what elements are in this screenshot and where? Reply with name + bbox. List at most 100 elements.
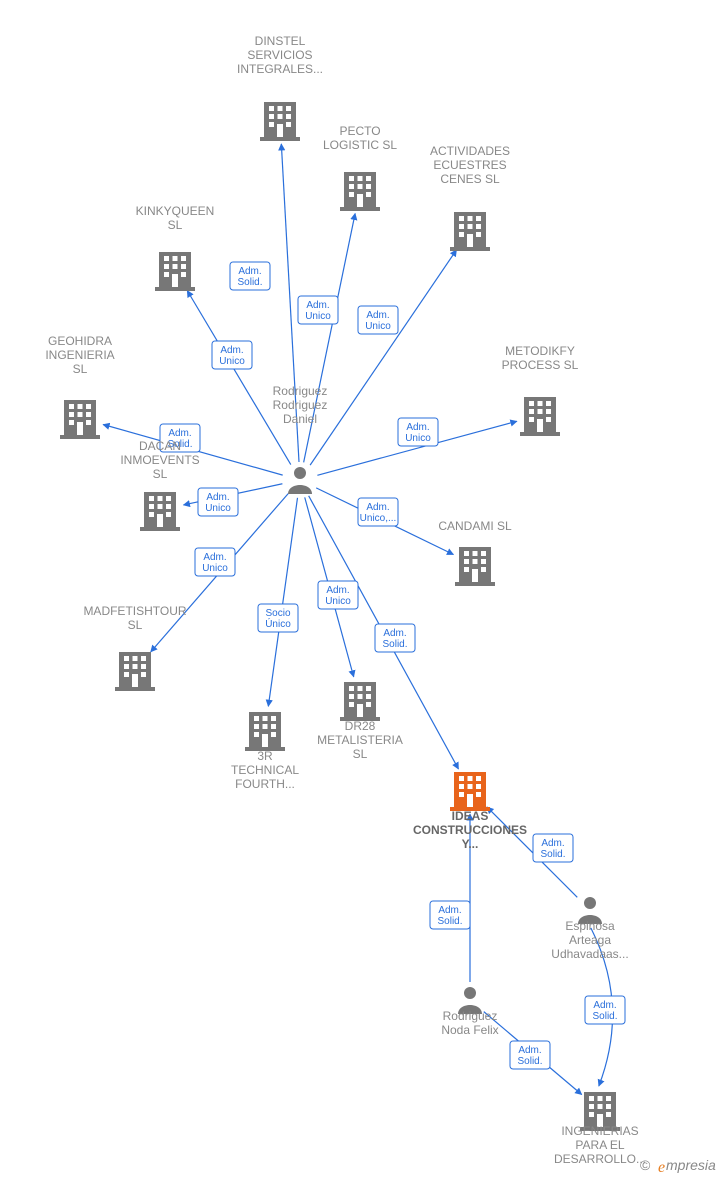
- node-ideas[interactable]: [450, 772, 490, 811]
- edge-label-felix-ingenierias: Adm.Solid.: [510, 1041, 550, 1069]
- node-label-dacan: DACAN: [139, 439, 181, 453]
- edge-label-text: Unico,...: [360, 513, 397, 524]
- node-dinstel[interactable]: [260, 102, 300, 141]
- node-label-kinky: KINKYQUEEN: [136, 204, 215, 218]
- node-kinky[interactable]: [155, 252, 195, 291]
- node-label-geohidra: SL: [73, 362, 88, 376]
- building-icon: [140, 492, 180, 531]
- node-label-felix: Rodriguez: [443, 1009, 498, 1023]
- building-icon: [340, 682, 380, 721]
- building-icon: [155, 252, 195, 291]
- node-label-dacan: SL: [153, 467, 168, 481]
- edge-label-text: Adm.: [518, 1045, 541, 1056]
- edge-label-text: Unico: [325, 596, 351, 607]
- node-label-dr28: SL: [353, 747, 368, 761]
- edge-daniel-3r: [268, 498, 297, 706]
- person-icon: [288, 467, 312, 494]
- edge-label-daniel-3r: SocioÚnico: [258, 604, 298, 632]
- node-label-madfetish: SL: [128, 618, 143, 632]
- edge-label-text: Adm.: [168, 428, 191, 439]
- edge-label-text: Adm.: [220, 345, 243, 356]
- edge-label-daniel-dr28: Adm.Unico: [318, 581, 358, 609]
- node-label-ingenierias: PARA EL: [575, 1138, 624, 1152]
- building-icon: [245, 712, 285, 751]
- edge-label-text: Adm.: [593, 1000, 616, 1011]
- edge-label-text: Unico: [219, 356, 245, 367]
- node-label-metodikfy: PROCESS SL: [502, 358, 579, 372]
- edge-label-text: Adm.: [326, 585, 349, 596]
- edge-label-daniel-dinstel: Adm.Solid.: [230, 262, 270, 290]
- building-icon: [450, 772, 490, 811]
- node-label-pecto: LOGISTIC SL: [323, 138, 397, 152]
- edge-label-daniel-kinky: Adm.Unico: [212, 341, 252, 369]
- node-metodikfy[interactable]: [520, 397, 560, 436]
- node-label-3r: TECHNICAL: [231, 763, 299, 777]
- edge-label-daniel-madfetish: Adm.Unico: [195, 548, 235, 576]
- edge-label-text: Solid.: [437, 916, 462, 927]
- node-label-ecuestres: ACTIVIDADES: [430, 144, 510, 158]
- edge-label-text: Unico: [305, 311, 331, 322]
- node-daniel[interactable]: [288, 467, 312, 494]
- building-icon: [260, 102, 300, 141]
- edge-label-daniel-pecto: Adm.Unico: [298, 296, 338, 324]
- node-label-daniel: Rodriguez: [273, 384, 328, 398]
- node-3r[interactable]: [245, 712, 285, 751]
- edge-label-text: Adm.: [366, 502, 389, 513]
- edge-label-text: Solid.: [517, 1056, 542, 1067]
- edge-label-text: Adm.: [238, 266, 261, 277]
- edge-label-daniel-dacan: Adm.Unico: [198, 488, 238, 516]
- node-label-metodikfy: METODIKFY: [505, 344, 575, 358]
- node-label-3r: 3R: [257, 749, 273, 763]
- edge-label-text: Unico: [205, 503, 231, 514]
- node-label-candami: CANDAMI SL: [438, 519, 512, 533]
- building-icon: [60, 400, 100, 439]
- edge-label-daniel-ecuestres: Adm.Unico: [358, 306, 398, 334]
- edge-label-text: Adm.: [203, 552, 226, 563]
- edge-label-espinosa-ingenierias: Adm.Solid.: [585, 996, 625, 1024]
- edge-label-text: Unico: [365, 321, 391, 332]
- edge-label-text: Adm.: [541, 838, 564, 849]
- edge-label-text: Unico: [202, 563, 228, 574]
- node-label-daniel: Rodriguez: [273, 398, 328, 412]
- node-ecuestres[interactable]: [450, 212, 490, 251]
- node-label-dinstel: INTEGRALES...: [237, 62, 323, 76]
- node-pecto[interactable]: [340, 172, 380, 211]
- edge-label-daniel-candami: Adm.Unico,...: [358, 498, 398, 526]
- edge-label-text: Unico: [405, 433, 431, 444]
- node-candami[interactable]: [455, 547, 495, 586]
- node-label-3r: FOURTH...: [235, 777, 295, 791]
- node-madfetish[interactable]: [115, 652, 155, 691]
- edge-label-text: Solid.: [237, 277, 262, 288]
- node-geohidra[interactable]: [60, 400, 100, 439]
- node-label-dr28: DR28: [345, 719, 376, 733]
- node-dacan[interactable]: [140, 492, 180, 531]
- node-dr28[interactable]: [340, 682, 380, 721]
- node-label-dinstel: DINSTEL: [255, 34, 306, 48]
- edge-label-text: Solid.: [540, 849, 565, 860]
- node-label-daniel: Daniel: [283, 412, 317, 426]
- node-label-dinstel: SERVICIOS: [247, 48, 312, 62]
- node-label-ecuestres: ECUESTRES: [433, 158, 506, 172]
- edge-label-daniel-metodikfy: Adm.Unico: [398, 418, 438, 446]
- node-label-madfetish: MADFETISHTOUR: [83, 604, 186, 618]
- brand-logo-e: e: [658, 1159, 665, 1176]
- edge-label-daniel-ideas: Adm.Solid.: [375, 624, 415, 652]
- node-label-dacan: INMOEVENTS: [120, 453, 199, 467]
- node-label-kinky: SL: [168, 218, 183, 232]
- edge-label-text: Adm.: [438, 905, 461, 916]
- edge-label-text: Adm.: [306, 300, 329, 311]
- node-label-felix: Noda Felix: [441, 1023, 498, 1037]
- edge-label-text: Solid.: [592, 1011, 617, 1022]
- copyright-symbol: ©: [640, 1157, 651, 1173]
- edge-label-text: Socio: [265, 608, 290, 619]
- building-icon: [115, 652, 155, 691]
- edge-label-text: Solid.: [382, 639, 407, 650]
- node-label-geohidra: INGENIERIA: [45, 348, 114, 362]
- building-icon: [520, 397, 560, 436]
- node-label-ideas: IDEAS: [452, 809, 489, 823]
- brand-logo-rest: mpresia: [666, 1157, 716, 1173]
- node-label-ideas: Y...: [462, 837, 479, 851]
- node-label-ingenierias: DESARROLLO...: [554, 1152, 646, 1166]
- node-label-dr28: METALISTERIA: [317, 733, 403, 747]
- node-label-espinosa: Udhavadaas...: [551, 947, 628, 961]
